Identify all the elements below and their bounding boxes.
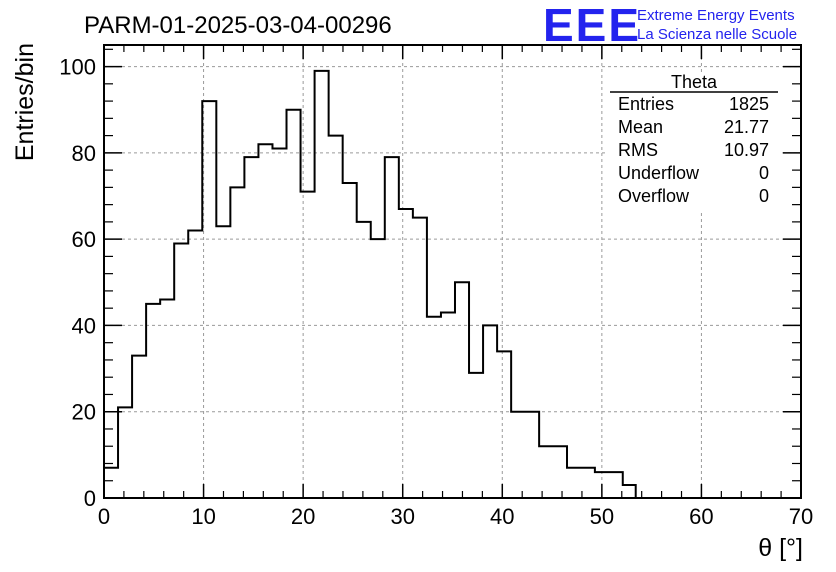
y-axis-label: Entries/bin	[11, 43, 39, 161]
eee-logo-mark: EEE	[543, 0, 641, 51]
x-tick-label: 30	[390, 504, 414, 529]
stats-row-value: 0	[759, 163, 769, 183]
x-tick-label: 60	[689, 504, 713, 529]
y-tick-label: 20	[72, 400, 96, 425]
stats-box: Theta Entries 1825 Mean 21.77 RMS 10.97 Underf…	[608, 72, 782, 212]
y-tick-label: 40	[72, 313, 96, 338]
stats-row-label: Underflow	[618, 163, 700, 183]
x-tick-label: 0	[98, 504, 110, 529]
stats-row-value: 10.97	[724, 140, 769, 160]
grid-lines	[104, 45, 801, 498]
stats-title: Theta	[671, 72, 718, 92]
chart-title: PARM-01-2025-03-04-00296	[84, 12, 392, 39]
stats-row-value: 1825	[729, 94, 769, 114]
y-tick-label: 0	[84, 486, 96, 511]
histogram-series	[103, 69, 637, 498]
eee-logo: EEE Extreme Energy Events La Scienza nel…	[543, 0, 797, 51]
y-tick-label: 60	[72, 227, 96, 252]
stats-box-background	[608, 72, 782, 212]
stats-row-label: Entries	[618, 94, 674, 114]
x-tick-label: 70	[789, 504, 813, 529]
plot-frame	[103, 44, 802, 499]
y-tick-label: 100	[59, 55, 96, 80]
x-tick-label: 40	[490, 504, 514, 529]
x-tick-label: 20	[291, 504, 315, 529]
eee-logo-line2: La Scienza nelle Scuole	[637, 26, 797, 43]
y-tick-label: 80	[72, 141, 96, 166]
stats-row-label: RMS	[618, 140, 658, 160]
stats-row-value: 0	[759, 186, 769, 206]
x-tick-labels: 0 10 20 30 40 50 60 70	[98, 504, 813, 529]
stats-row-label: Mean	[618, 117, 663, 137]
eee-logo-line1: Extreme Energy Events	[637, 7, 795, 24]
x-tick-label: 10	[191, 504, 215, 529]
stats-row-value: 21.77	[724, 117, 769, 137]
y-tick-labels: 0 20 40 60 80 100	[59, 55, 96, 511]
stats-row-label: Overflow	[618, 186, 690, 206]
stats-rows: Entries 1825 Mean 21.77 RMS 10.97 Underflow 0 Ov…	[618, 94, 769, 206]
x-axis-label: θ [°]	[758, 534, 803, 562]
x-tick-label: 50	[590, 504, 614, 529]
